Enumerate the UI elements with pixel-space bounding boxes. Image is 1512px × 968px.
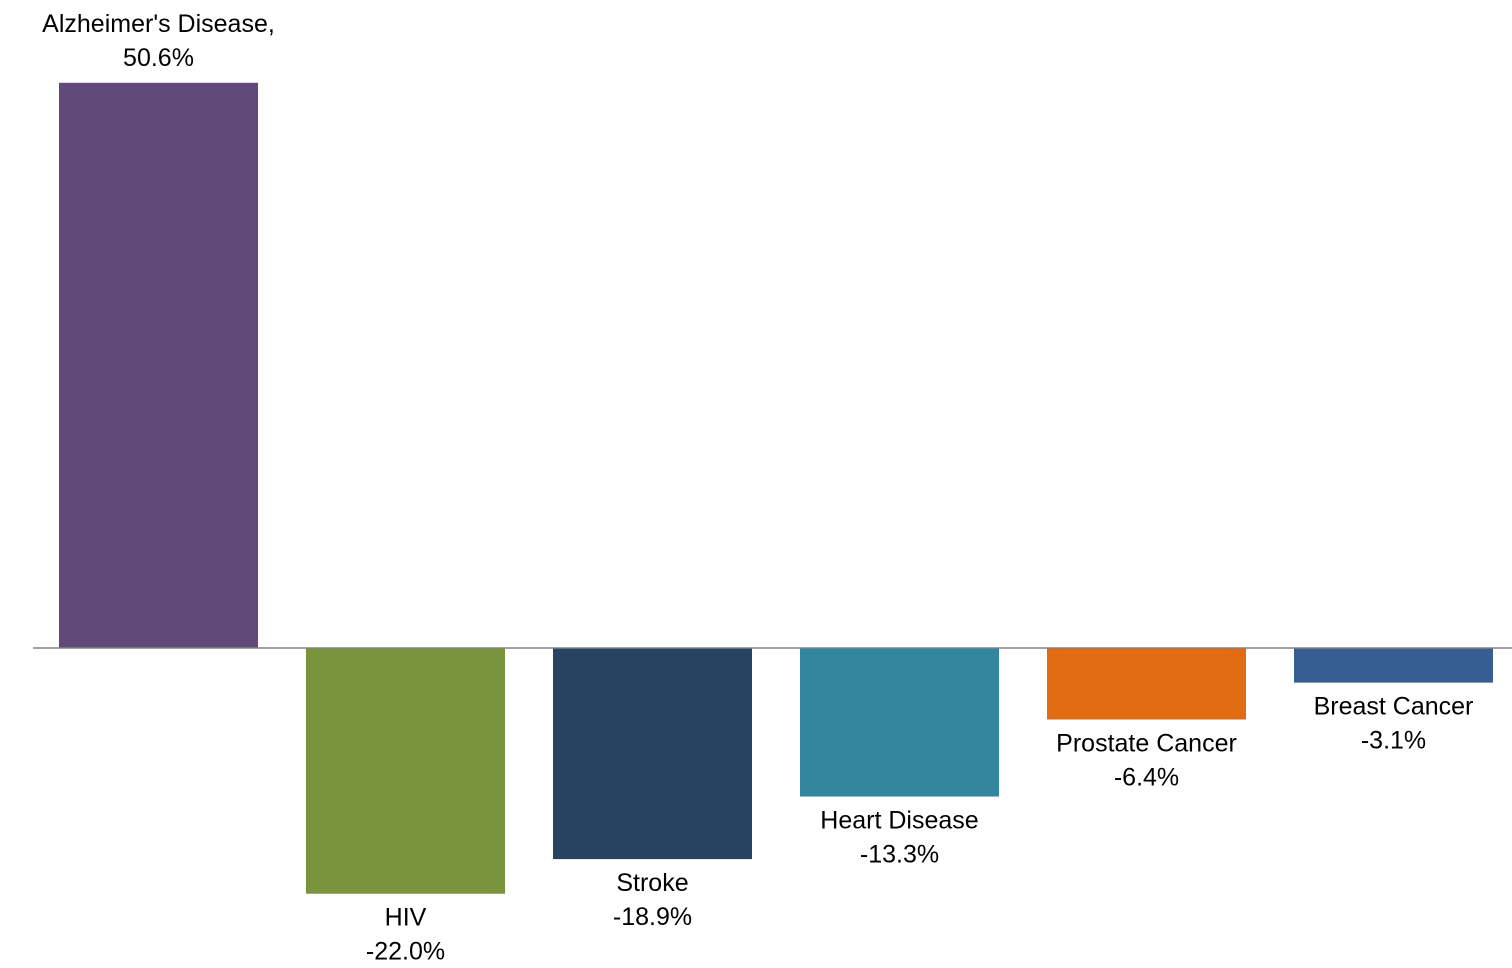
bar-heart-disease — [800, 648, 999, 797]
bar-breast-cancer — [1294, 648, 1493, 683]
category-label-hiv: HIV — [385, 904, 427, 932]
bar-hiv — [306, 648, 505, 894]
category-label-alzheimer-s-disease: Alzheimer's Disease, — [42, 10, 275, 38]
value-label-stroke: -18.9% — [613, 903, 692, 931]
bars-layer — [59, 82, 1493, 894]
category-label-stroke: Stroke — [616, 869, 688, 897]
category-label-prostate-cancer: Prostate Cancer — [1056, 729, 1237, 757]
value-label-heart-disease: -13.3% — [860, 841, 939, 869]
category-label-breast-cancer: Breast Cancer — [1314, 693, 1474, 721]
bar-stroke — [553, 648, 752, 860]
value-label-breast-cancer: -3.1% — [1361, 727, 1426, 755]
value-label-alzheimer-s-disease: 50.6% — [123, 44, 194, 72]
value-label-prostate-cancer: -6.4% — [1114, 763, 1179, 791]
bar-alzheimer-s-disease — [59, 82, 258, 649]
category-label-heart-disease: Heart Disease — [820, 807, 978, 835]
value-label-hiv: -22.0% — [366, 938, 445, 966]
bar-prostate-cancer — [1047, 648, 1246, 720]
labels-layer: Alzheimer's Disease, 50.6% HIV -22.0% Stroke… — [42, 10, 1473, 966]
